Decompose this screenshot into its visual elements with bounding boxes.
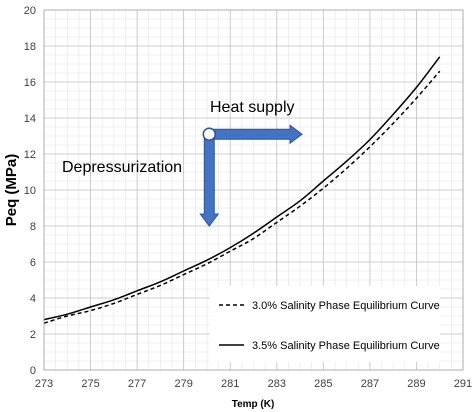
y-tick-label: 20: [24, 5, 36, 17]
legend-box: [210, 286, 440, 362]
y-tick-label: 12: [24, 149, 36, 161]
y-tick-labels: 0 2 4 6 8 10 12 14 16 18 20: [24, 5, 36, 377]
heat-supply-label: Heat supply: [210, 99, 295, 116]
x-axis-title: Temp (K): [232, 399, 275, 410]
x-tick-labels: 273 275 277 279 281 283 285 287 289 291: [35, 378, 472, 390]
y-tick-label: 16: [24, 77, 36, 89]
legend: 3.0% Salinity Phase Equilibrium Curve 3.…: [210, 286, 440, 362]
y-tick-label: 0: [30, 365, 36, 377]
arrow-origin-marker: [202, 127, 217, 141]
legend-label-3-5-salinity: 3.5% Salinity Phase Equilibrium Curve: [252, 340, 440, 352]
x-tick-label: 275: [81, 378, 99, 390]
y-tick-label: 2: [30, 329, 36, 341]
x-tick-label: 283: [268, 378, 286, 390]
heat-supply-arrow: [208, 124, 303, 145]
y-axis-title: Peq (MPa): [3, 154, 20, 227]
series-line-3-5-salinity: [43, 56, 441, 321]
legend-label-3-0-salinity: 3.0% Salinity Phase Equilibrium Curve: [252, 300, 440, 312]
depressurization-arrow: [199, 133, 220, 227]
x-tick-label: 281: [221, 378, 239, 390]
x-tick-label: 279: [174, 378, 192, 390]
plot-border: [43, 9, 464, 371]
x-tick-label: 285: [314, 378, 332, 390]
plot-frame: [43, 9, 464, 371]
series-layer: [43, 56, 441, 324]
x-tick-label: 287: [361, 378, 379, 390]
x-tick-label: 277: [128, 378, 146, 390]
annotation-arrows: [199, 124, 303, 227]
y-tick-label: 10: [24, 185, 36, 197]
y-tick-label: 18: [24, 41, 36, 53]
x-tick-label: 289: [407, 378, 425, 390]
x-tick-label: 273: [35, 378, 53, 390]
series-line-3-0-salinity: [43, 70, 441, 324]
depressurization-label: Depressurization: [62, 159, 182, 176]
y-tick-label: 8: [30, 221, 36, 233]
y-tick-label: 6: [30, 257, 36, 269]
y-tick-label: 4: [30, 293, 36, 305]
y-tick-label: 14: [24, 113, 36, 125]
x-tick-label: 291: [454, 378, 472, 390]
